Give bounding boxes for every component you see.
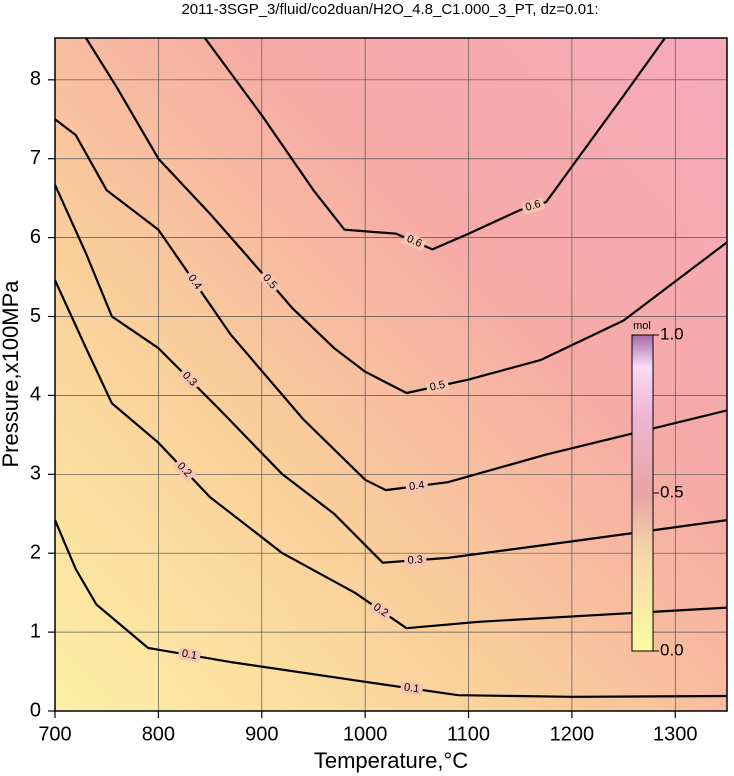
contour-line	[55, 279, 727, 630]
contour-label-bg	[183, 269, 206, 295]
contour-line	[204, 38, 666, 251]
chart-title: 2011-3SGP_3/fluid/co2duan/H2O_4.8_C1.000…	[181, 1, 598, 18]
contour-line	[55, 519, 727, 698]
contour-label-bg	[177, 647, 202, 663]
contour-line	[85, 38, 727, 395]
colorbar-tick-label: 1.0	[660, 324, 684, 343]
contour-label-bg	[177, 367, 202, 392]
contour-label-bg	[403, 553, 427, 568]
y-tick-label: 3	[30, 463, 41, 485]
colorbar-tick-label: 0.0	[660, 640, 684, 659]
y-tick-label: 1	[30, 620, 41, 642]
contour-label: 0.6	[405, 233, 424, 250]
colorbar: mol 0.0 0.5 1.0	[631, 320, 684, 659]
y-axis-label: Pressure,x100MPa	[0, 280, 23, 468]
y-tick-label: 7	[30, 147, 41, 169]
x-tick-label: 1000	[343, 723, 388, 745]
y-tick-label: 6	[30, 226, 41, 248]
contour-label: 0.1	[181, 648, 198, 662]
y-tick-label: 5	[30, 305, 41, 327]
contour-label-bg	[257, 269, 282, 295]
contour-line	[55, 118, 727, 492]
x-tick-label: 900	[245, 723, 278, 745]
contour-label: 0.1	[403, 681, 420, 695]
colorbar-label: mol	[633, 320, 651, 332]
x-tick-label: 1100	[447, 723, 490, 745]
contour-line	[55, 184, 727, 564]
x-tick-label: 1300	[653, 723, 698, 745]
y-tick-label: 0	[30, 699, 41, 721]
contour-label-bg	[368, 599, 394, 622]
contour-label: 0.4	[408, 479, 425, 493]
frame	[54, 37, 728, 712]
contours: 0.10.10.20.20.30.30.40.40.50.50.60.6	[55, 38, 727, 698]
x-tick-label: 1200	[550, 723, 595, 745]
contour-label-bg	[399, 681, 424, 697]
contour-label-bg	[405, 478, 429, 494]
x-axis-label: Temperature,°C	[314, 748, 468, 773]
contour-label: 0.6	[524, 198, 542, 214]
colorbar-ramp	[631, 334, 654, 652]
contour-label-bg	[425, 378, 450, 395]
contour-label: 0.5	[429, 379, 446, 394]
grid	[54, 38, 727, 712]
contour-label: 0.3	[407, 554, 423, 567]
y-tick-label: 2	[30, 541, 41, 563]
contour-label-bg	[172, 457, 197, 483]
field	[55, 38, 727, 711]
y-tick-label: 4	[30, 384, 41, 406]
x-tick-label: 700	[38, 723, 71, 745]
contour-label-bg	[401, 231, 427, 252]
contour-label-bg	[520, 197, 546, 216]
y-tick-label: 8	[30, 68, 41, 90]
colorbar-tick-label: 0.5	[660, 482, 684, 501]
x-tick-label: 800	[142, 723, 175, 745]
